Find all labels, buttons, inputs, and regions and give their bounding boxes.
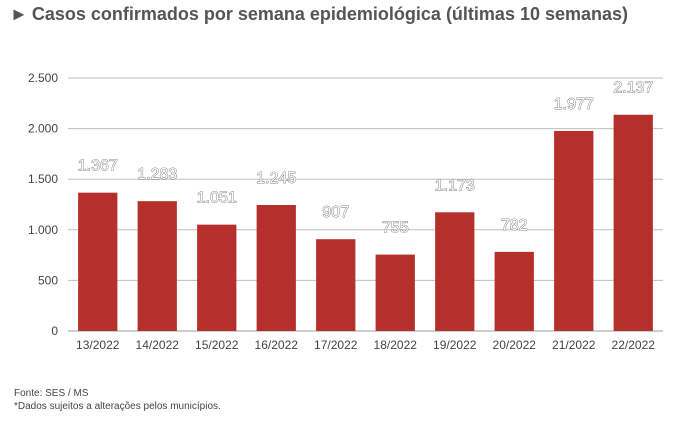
y-tick-label: 500 — [38, 273, 58, 287]
y-tick-label: 1.500 — [28, 172, 58, 186]
data-label: 1.051 — [197, 190, 237, 207]
bar — [256, 205, 296, 331]
x-tick-label: 14/2022 — [136, 338, 180, 352]
data-label: 1.367 — [78, 158, 118, 175]
y-tick-label: 0 — [51, 324, 58, 338]
y-tick-label: 2.500 — [28, 71, 58, 85]
data-label: 1.173 — [435, 177, 475, 194]
x-tick-label: 16/2022 — [255, 338, 299, 352]
bar — [375, 254, 415, 331]
data-labels: 1.367 1.283 1.051 1.245 907 755 1.173 782 1.977 2… — [77, 79, 653, 237]
y-axis-tick-labels: 0 500 1.000 1.500 2.000 2.500 — [28, 71, 58, 338]
bar-chart: 0 500 1.000 1.500 2.000 2.500 1.367 1.283 1.051… — [28, 71, 663, 352]
y-tick-label: 1.000 — [28, 223, 58, 237]
chart-title-text: Casos confirmados por semana epidemiológ… — [31, 4, 629, 24]
data-label: 1.283 — [137, 166, 177, 183]
y-tick-label: 2.000 — [28, 122, 58, 136]
source-note: Fonte: SES / MS — [14, 388, 89, 399]
title-arrow-icon: ► — [10, 4, 28, 24]
data-label: 782 — [501, 217, 528, 234]
x-tick-label: 20/2022 — [493, 338, 537, 352]
bar — [554, 130, 594, 331]
bar — [613, 114, 653, 332]
x-tick-label: 19/2022 — [433, 338, 477, 352]
x-tick-label: 13/2022 — [76, 338, 120, 352]
chart-title: ► Casos confirmados por semana epidemioló… — [10, 4, 628, 25]
data-label: 2.137 — [613, 80, 653, 97]
x-tick-label: 18/2022 — [374, 338, 418, 352]
x-tick-label: 22/2022 — [612, 338, 656, 352]
bar — [137, 201, 177, 331]
x-tick-label: 17/2022 — [314, 338, 358, 352]
disclaimer-note: *Dados sujeitos a alterações pelos munic… — [14, 401, 221, 412]
data-label: 1.977 — [554, 96, 594, 113]
bar — [197, 224, 237, 331]
bars — [78, 114, 653, 332]
x-axis-tick-labels: 13/2022 14/2022 15/2022 16/2022 17/2022 18/20… — [76, 338, 655, 352]
x-tick-label: 15/2022 — [195, 338, 239, 352]
bar — [78, 192, 118, 331]
bar — [316, 239, 356, 331]
x-tick-label: 21/2022 — [552, 338, 596, 352]
bar — [494, 251, 534, 331]
bar — [435, 212, 475, 331]
data-label: 1.245 — [256, 170, 296, 187]
data-label: 907 — [322, 204, 349, 221]
data-label: 755 — [382, 220, 409, 237]
